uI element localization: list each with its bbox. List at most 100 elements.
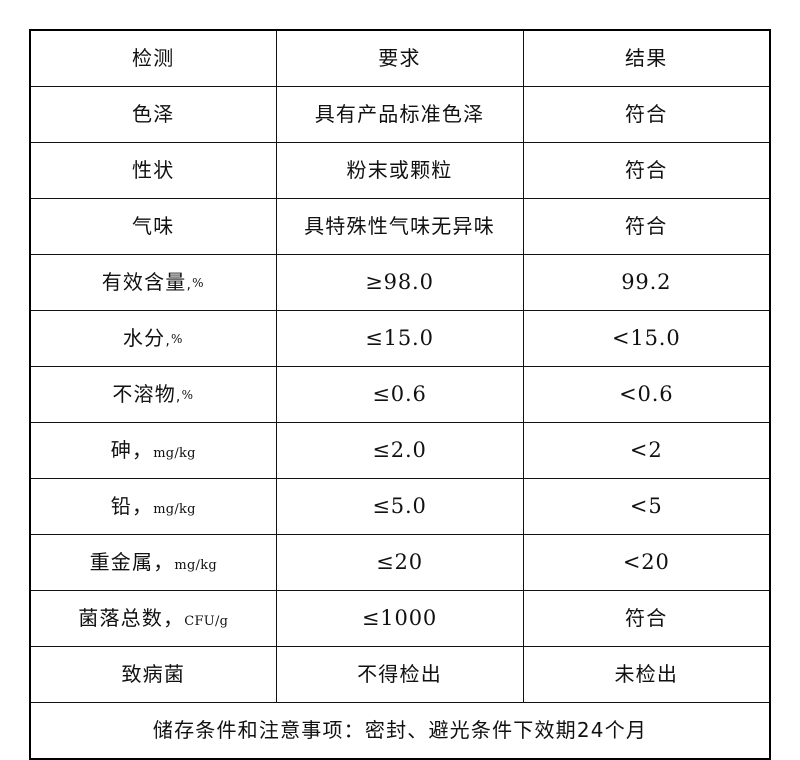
result-value: <20 (622, 550, 670, 575)
item-label: 不溶物 (112, 382, 176, 406)
cell-requirement: ≤5.0 (275, 478, 524, 535)
cell-item: 菌落总数，CFU/g (29, 590, 277, 647)
result-value: 符合 (625, 158, 668, 182)
table-foot: 储存条件和注意事项：密封、避光条件下效期24个月 (29, 702, 771, 760)
storage-note-row: 储存条件和注意事项：密封、避光条件下效期24个月 (29, 702, 771, 760)
item-label: 致病菌 (121, 662, 186, 686)
cell-result: 符合 (522, 590, 771, 647)
cell-result: <20 (522, 534, 771, 591)
cell-requirement: ≤0.6 (275, 366, 524, 423)
cell-result: 符合 (522, 142, 771, 199)
item-label: 有效含量 (101, 270, 187, 294)
result-value: <5 (629, 494, 663, 519)
requirement-value: ≤0.6 (372, 382, 427, 407)
table-row: 色泽 具有产品标准色泽 符合 (29, 86, 771, 143)
item-unit: % (170, 332, 184, 347)
item-label: 水分 (122, 326, 166, 350)
requirement-value: ≤5.0 (372, 494, 427, 519)
cell-item: 铅，mg/kg (29, 478, 277, 535)
cell-requirement: 粉末或颗粒 (275, 142, 524, 199)
requirement-value: 具特殊性气味无异味 (304, 214, 495, 238)
requirement-value: ≤1000 (361, 606, 438, 631)
cell-result: 99.2 (522, 254, 771, 311)
table-row: 有效含量,% ≥98.0 99.2 (29, 254, 771, 311)
item-unit: % (181, 388, 195, 403)
cell-item: 色泽 (29, 86, 277, 143)
item-unit: CFU/g (184, 614, 229, 629)
item-unit-separator: , (165, 333, 171, 349)
cell-item: 致病菌 (29, 646, 277, 703)
result-value: 符合 (625, 606, 668, 630)
cell-result: <5 (522, 478, 771, 535)
item-label: 重金属 (89, 550, 154, 574)
cell-item: 有效含量,% (29, 254, 277, 311)
table-row: 气味 具特殊性气味无异味 符合 (29, 198, 771, 255)
item-label: 色泽 (132, 102, 175, 126)
item-unit: mg/kg (153, 446, 196, 461)
cell-item: 性状 (29, 142, 277, 199)
cell-requirement: ≤1000 (275, 590, 524, 647)
table-row: 水分,% ≤15.0 <15.0 (29, 310, 771, 367)
column-header-result: 结果 (522, 29, 771, 87)
item-label: 砷 (110, 438, 132, 462)
column-header-item: 检测 (29, 29, 277, 87)
result-value: 符合 (625, 214, 668, 238)
cell-item: 气味 (29, 198, 277, 255)
item-unit-separator: , (186, 277, 193, 293)
table-row: 重金属，mg/kg ≤20 <20 (29, 534, 771, 591)
item-unit-separator: , (175, 389, 182, 405)
table-row: 不溶物,% ≤0.6 <0.6 (29, 366, 771, 423)
column-header-requirement: 要求 (275, 29, 524, 87)
result-value: 99.2 (621, 270, 672, 295)
cell-requirement: ≤15.0 (275, 310, 524, 367)
requirement-value: 具有产品标准色泽 (314, 102, 485, 126)
cell-result: 符合 (522, 198, 771, 255)
requirement-value: ≤2.0 (372, 438, 427, 463)
item-label: 性状 (132, 158, 175, 182)
item-unit: % (192, 276, 205, 291)
cell-result: 未检出 (522, 646, 771, 703)
cell-result: <0.6 (522, 366, 771, 423)
cell-requirement: ≤2.0 (275, 422, 524, 479)
cell-item: 砷，mg/kg (29, 422, 277, 479)
item-unit-separator: ， (131, 438, 154, 462)
table-row: 致病菌 不得检出 未检出 (29, 646, 771, 703)
table-row: 菌落总数，CFU/g ≤1000 符合 (29, 590, 771, 647)
table-row: 性状 粉末或颗粒 符合 (29, 142, 771, 199)
result-value: <0.6 (619, 382, 674, 407)
result-value: <15.0 (611, 326, 681, 351)
item-label: 气味 (132, 214, 175, 238)
item-unit: mg/kg (153, 502, 196, 517)
requirement-value: 不得检出 (357, 662, 442, 686)
requirement-value: ≤15.0 (365, 326, 434, 351)
cell-requirement: 不得检出 (275, 646, 524, 703)
cell-requirement: 具特殊性气味无异味 (275, 198, 524, 255)
specification-table: 检测 要求 结果 色泽 具有产品标准色泽 符合 性状 粉末或颗粒 符合 气味 具特殊性气味无异… (29, 29, 771, 760)
item-label: 铅 (110, 494, 132, 518)
cell-requirement: ≥98.0 (275, 254, 524, 311)
cell-item: 重金属，mg/kg (29, 534, 277, 591)
cell-result: 符合 (522, 86, 771, 143)
cell-result: <2 (522, 422, 771, 479)
item-label: 菌落总数 (78, 606, 164, 630)
storage-note: 储存条件和注意事项：密封、避光条件下效期24个月 (29, 702, 771, 760)
table-row: 铅，mg/kg ≤5.0 <5 (29, 478, 771, 535)
table-header-row: 检测 要求 结果 (29, 29, 771, 87)
result-value: <2 (629, 438, 663, 463)
table-row: 砷，mg/kg ≤2.0 <2 (29, 422, 771, 479)
cell-requirement: 具有产品标准色泽 (275, 86, 524, 143)
cell-item: 水分,% (29, 310, 277, 367)
table-body: 色泽 具有产品标准色泽 符合 性状 粉末或颗粒 符合 气味 具特殊性气味无异味 符合 有效含量,%… (29, 86, 771, 703)
cell-requirement: ≤20 (275, 534, 524, 591)
item-unit: mg/kg (174, 558, 217, 573)
item-unit-separator: ， (163, 606, 185, 630)
cell-item: 不溶物,% (29, 366, 277, 423)
result-value: 符合 (625, 102, 668, 126)
requirement-value: ≤20 (376, 550, 423, 575)
requirement-value: 粉末或颗粒 (346, 158, 453, 182)
item-unit-separator: ， (131, 494, 154, 518)
table-head: 检测 要求 结果 (29, 29, 771, 87)
result-value: 未检出 (614, 662, 679, 686)
requirement-value: ≥98.0 (365, 270, 434, 295)
